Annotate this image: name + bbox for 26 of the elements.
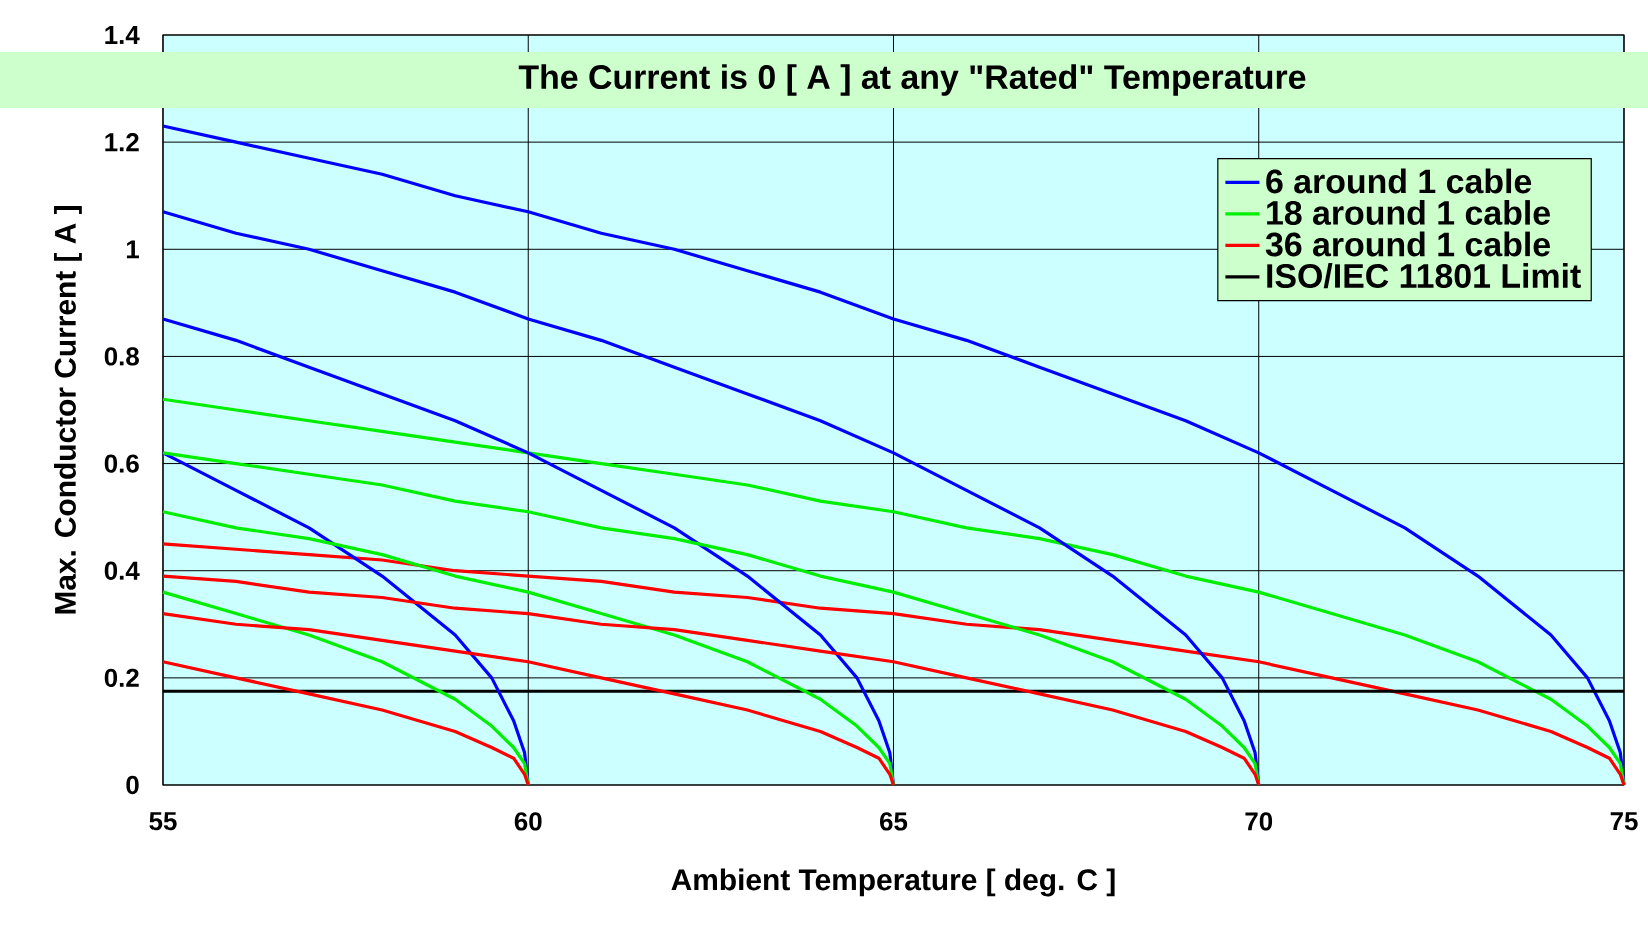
y-tick-label: 1.2: [105, 133, 139, 152]
annotation: The Current is 0 [ A ] at any "Rated" Temperature: [518, 64, 1306, 96]
legend-label: ISO/IEC 11801 Limit: [1267, 263, 1581, 289]
line-series: [161, 574, 1261, 787]
line-series: [161, 397, 1626, 787]
x-axis-title: Ambient Temperature [ deg. C ]: [671, 868, 1115, 897]
legend-label: 18 around 1 cable: [1267, 200, 1550, 225]
legend-label: 6 around 1 cable: [1266, 168, 1532, 194]
y-axis-title: Max. Conductor Current [ A ]: [53, 206, 82, 614]
x-tick-label: 60: [514, 812, 542, 831]
x-tick-label: 55: [149, 812, 177, 831]
y-tick-label: 0.4: [104, 561, 140, 580]
legend-label: 36 around 1 cable: [1265, 231, 1550, 257]
y-tick-label: 0: [126, 775, 139, 795]
y-tick-label: 0.6: [104, 454, 139, 473]
x-tick-label: 65: [880, 812, 908, 831]
y-tick-label: 0.2: [104, 668, 139, 688]
y-tick-label: 1.4: [105, 26, 140, 44]
x-tick-label: 70: [1245, 812, 1273, 831]
line-series: [161, 590, 530, 787]
y-tick-label: 1: [126, 240, 140, 259]
line-series: [161, 660, 530, 787]
line-series: [161, 542, 1626, 787]
x-tick-label: 75: [1610, 812, 1638, 831]
y-tick-label: 0.8: [104, 347, 139, 366]
line-series: [161, 611, 896, 787]
